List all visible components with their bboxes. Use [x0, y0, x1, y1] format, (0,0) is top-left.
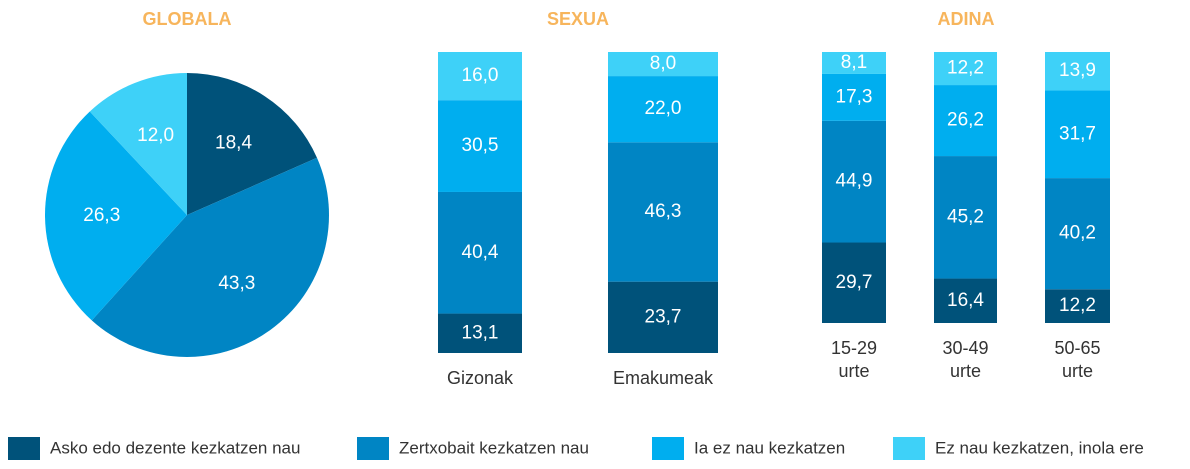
data-label: 16,0 [462, 65, 499, 86]
bar-segment [608, 52, 718, 77]
data-label: 30,5 [462, 135, 499, 156]
bar-segment [438, 100, 522, 192]
x-tick-label: 50-65 urte [1054, 338, 1101, 381]
legend-swatch [357, 437, 389, 460]
data-label: 12,2 [947, 58, 984, 79]
panel-title: GLOBALA [143, 9, 232, 29]
data-label: 13,9 [1059, 60, 1096, 81]
pie-slice [89, 73, 187, 215]
legend-label: Asko edo dezente kezkatzen nau [50, 438, 300, 457]
x-tick-label: 15-29 urte [830, 338, 878, 381]
data-label: 23,7 [645, 306, 682, 327]
data-label: 46,3 [645, 201, 682, 222]
data-label: 16,4 [947, 290, 984, 311]
bar-segment [934, 156, 997, 279]
legend-label: Zertxobait kezkatzen nau [399, 438, 589, 457]
pie-slice [91, 157, 329, 357]
data-label: 17,3 [836, 86, 873, 107]
data-label: 40,4 [462, 242, 499, 263]
bar-segment [822, 120, 886, 243]
data-label: 40,2 [1059, 223, 1096, 244]
bar-segment [934, 85, 997, 157]
data-label: 8,1 [841, 52, 867, 73]
data-label: 18,4 [215, 133, 252, 154]
bar-segment [608, 281, 718, 353]
panel-title: SEXUA [547, 9, 609, 29]
bar-segment [934, 278, 997, 323]
x-tick-label: Gizonak [446, 368, 514, 388]
data-label: 8,0 [650, 53, 676, 74]
bar-segment [438, 313, 522, 353]
data-label: 29,7 [836, 272, 873, 293]
data-label: 31,7 [1059, 123, 1096, 144]
bar-segment [1045, 52, 1110, 91]
data-label: 45,2 [947, 206, 984, 227]
bar-segment [1045, 90, 1110, 179]
bar-segment [822, 73, 886, 121]
data-label: 26,2 [947, 110, 984, 131]
legend-label: Ez nau kezkatzen, inola ere [935, 438, 1144, 457]
bar-segment [822, 242, 886, 323]
bar-segment [822, 52, 886, 74]
bar-segment [608, 142, 718, 282]
x-tick-label: 30-49 urte [942, 338, 989, 381]
bar-segment [934, 52, 997, 86]
data-label: 12,2 [1059, 295, 1096, 316]
panel-title: ADINA [938, 9, 995, 29]
legend-swatch [8, 437, 40, 460]
pie-slice [45, 111, 188, 321]
legend-label: Ia ez nau kezkatzen [694, 438, 845, 457]
x-tick-label: Emakumeak [612, 368, 714, 388]
data-label: 26,3 [83, 205, 120, 226]
data-label: 13,1 [462, 322, 499, 343]
legend-swatch [893, 437, 925, 460]
bar-segment [438, 52, 522, 101]
bar-segment [438, 191, 522, 314]
pie-slice [187, 73, 317, 215]
data-label: 44,9 [836, 171, 873, 192]
data-label: 22,0 [645, 98, 682, 119]
bar-segment [608, 76, 718, 143]
data-label: 43,3 [218, 273, 255, 294]
bar-segment [1045, 178, 1110, 290]
data-label: 12,0 [137, 125, 174, 146]
legend-swatch [652, 437, 684, 460]
bar-segment [1045, 289, 1110, 323]
